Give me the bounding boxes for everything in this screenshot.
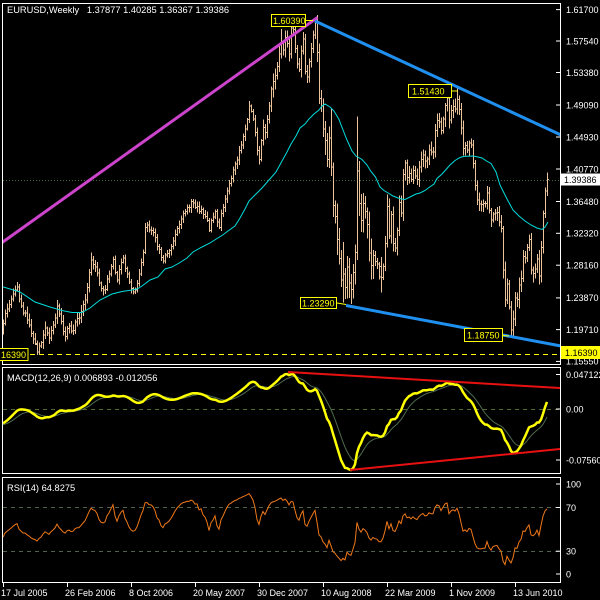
svg-text:1.19710: 1.19710 — [566, 325, 599, 335]
svg-text:0.00: 0.00 — [566, 404, 584, 414]
svg-text:1.53380: 1.53380 — [566, 68, 599, 78]
svg-text:-0.07560: -0.07560 — [566, 455, 600, 465]
svg-text:22 Mar 2009: 22 Mar 2009 — [385, 588, 436, 598]
svg-text:1.57540: 1.57540 — [566, 36, 599, 46]
svg-text:1.23290: 1.23290 — [302, 299, 335, 309]
svg-text:30 Dec 2007: 30 Dec 2007 — [257, 588, 308, 598]
svg-text:RSI(14) 64.8275: RSI(14) 64.8275 — [7, 483, 75, 493]
svg-text:100: 100 — [566, 479, 581, 489]
svg-text:20 May 2007: 20 May 2007 — [193, 588, 245, 598]
svg-text:10 Aug 2008: 10 Aug 2008 — [321, 588, 372, 598]
svg-text:1.18750: 1.18750 — [467, 331, 500, 341]
svg-text:30: 30 — [566, 547, 576, 557]
svg-text:0.047122: 0.047122 — [566, 370, 600, 380]
svg-text:1.49090: 1.49090 — [566, 100, 599, 110]
svg-text:0: 0 — [566, 569, 571, 579]
svg-text:1.23870: 1.23870 — [566, 293, 599, 303]
svg-text:1.60390: 1.60390 — [273, 16, 306, 26]
svg-text:16390: 16390 — [1, 350, 26, 360]
svg-text:17 Jul 2005: 17 Jul 2005 — [1, 588, 48, 598]
svg-text:26 Feb 2006: 26 Feb 2006 — [65, 588, 116, 598]
svg-text:8 Oct 2006: 8 Oct 2006 — [129, 588, 173, 598]
svg-text:1.28160: 1.28160 — [566, 261, 599, 271]
svg-text:1.36480: 1.36480 — [566, 197, 599, 207]
svg-text:MACD(12,26,9) 0.006893 -0.0120: MACD(12,26,9) 0.006893 -0.012056 — [7, 373, 157, 383]
svg-text:1.39386: 1.39386 — [564, 175, 597, 185]
svg-text:1.15550: 1.15550 — [566, 357, 599, 367]
svg-text:1.16390: 1.16390 — [565, 348, 598, 358]
svg-text:1.44930: 1.44930 — [566, 132, 599, 142]
svg-text:1.32320: 1.32320 — [566, 229, 599, 239]
svg-text:1.40770: 1.40770 — [566, 164, 599, 174]
svg-text:13 Jun 2010: 13 Jun 2010 — [513, 588, 563, 598]
svg-text:1.51430: 1.51430 — [412, 87, 445, 97]
svg-text:1 Nov 2009: 1 Nov 2009 — [449, 588, 495, 598]
svg-text:1.61700: 1.61700 — [566, 5, 599, 15]
svg-text:EURUSD,Weekly 1.37877 1.4028: EURUSD,Weekly 1.37877 1.40285 1.36367 1.… — [7, 5, 229, 15]
svg-text:70: 70 — [566, 503, 576, 513]
